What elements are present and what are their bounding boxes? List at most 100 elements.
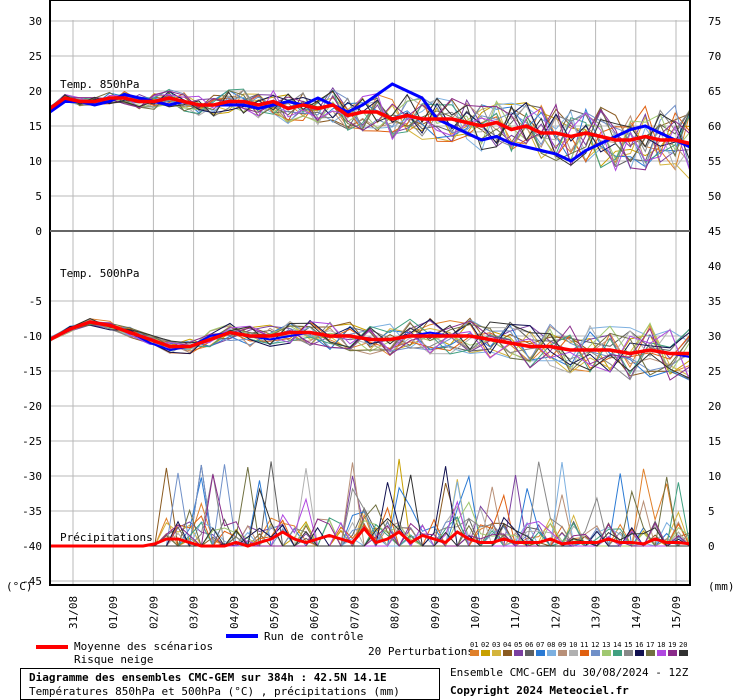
t500-left-tick: -30 [22,470,42,483]
control-legend-swatch [226,634,258,638]
perturbation-color-box [492,650,501,656]
day-label: 09/09 [429,596,442,629]
plot-frame [49,0,691,586]
perturbation-color-box [635,650,644,656]
t500-left-tick: -35 [22,505,42,518]
perturbation-color-box [569,650,578,656]
perturbation-color-box [536,650,545,656]
t850-left-tick: 5 [35,190,42,203]
perturbation-number: 11 [580,641,589,649]
precip-title: Précipitations [60,531,153,544]
perturbation-number: 12 [591,641,600,649]
footer-run: Ensemble CMC-GEM du 30/08/2024 - 12Z [450,666,689,679]
t850-right-tick: 50 [708,190,721,203]
perturbation-color-box [525,650,534,656]
t850-left-tick: 10 [29,155,42,168]
perturbation-number: 02 [481,641,490,649]
perturbation-number: 10 [569,641,578,649]
precip-right-tick: 25 [708,365,721,378]
t850-right-tick: 60 [708,120,721,133]
t500-left-tick: -10 [22,330,42,343]
t850-perturbation-line [49,90,691,171]
day-label: 10/09 [469,596,482,629]
control-legend-label: Run de contrôle [264,630,364,643]
perturbation-number: 03 [492,641,501,649]
footer-subtitle: Températures 850hPa et 500hPa (°C) , pré… [29,685,400,698]
perturbation-number: 05 [514,641,523,649]
perturbation-color-box [481,650,490,656]
t850-right-tick: 70 [708,50,721,63]
t500-left-tick: -15 [22,365,42,378]
t500-perturbation-line [49,318,691,379]
t850-perturbation-line [49,89,691,168]
mean-legend-label: Moyenne des scénarios [74,640,214,653]
day-label: 06/09 [308,596,321,629]
perturbation-color-box [591,650,600,656]
precip-right-tick: 45 [708,225,721,238]
t850-perturbation-line [49,89,691,172]
t500-title: Temp. 500hPa [60,267,139,280]
day-label: 13/09 [590,596,603,629]
t500-left-tick: -5 [29,295,42,308]
perturbation-color-box [679,650,688,656]
perturbation-number: 09 [558,641,567,649]
perturbation-number: 15 [624,641,633,649]
perturbation-number: 06 [525,641,534,649]
t850-right-tick: 55 [708,155,721,168]
perturbations-legend-label: 20 Perturbations [368,645,474,658]
precip-right-tick: 35 [708,295,721,308]
t850-title: Temp. 850hPa [60,78,139,91]
perturbation-color-box [624,650,633,656]
t850-perturbation-line [49,89,691,172]
day-label: 01/09 [107,596,120,629]
perturbation-number: 13 [602,641,611,649]
t500-left-tick: -25 [22,435,42,448]
snow-legend-label: Risque neige [74,653,154,666]
precip-mean-line [50,526,691,548]
perturbation-number: 14 [613,641,622,649]
day-label: 14/09 [630,596,643,629]
perturbation-color-box [503,650,512,656]
day-label: 07/09 [348,596,361,629]
perturbation-number: 07 [536,641,545,649]
perturbation-number: 08 [547,641,556,649]
perturbation-number: 19 [668,641,677,649]
axes: 31/08 01/09 02/09 03/09 04/09 05/09 06/09 07/09… [49,0,691,629]
precip-right-tick: 40 [708,260,721,273]
day-label: 15/09 [670,596,683,629]
t500-left-tick: -40 [22,540,42,553]
day-label: 03/09 [188,596,201,629]
precip-right-tick: 15 [708,435,721,448]
t850-left-tick: 30 [29,15,42,28]
day-label: 02/09 [147,596,160,629]
perturbation-number: 17 [646,641,655,649]
perturbation-color-box [668,650,677,656]
precip-right-tick: 0 [708,540,715,553]
t500-perturbation-line [49,321,691,381]
t850-perturbation-line [49,90,691,163]
precip-right-tick: 20 [708,400,721,413]
perturbation-color-box [558,650,567,656]
t850-right-tick: 75 [708,15,721,28]
day-label: 11/09 [509,596,522,629]
footer-title: Diagramme des ensembles CMC-GEM sur 384h… [29,671,387,684]
t500-perturbation-line [49,322,691,376]
day-label: 12/09 [549,596,562,629]
left-unit: (°C) [6,580,33,593]
perturbation-color-box [470,650,479,656]
precip-right-tick: 10 [708,470,721,483]
perturbation-color-box [514,650,523,656]
perturbation-color-box [602,650,611,656]
footer-title-box: Diagramme des ensembles CMC-GEM sur 384h… [20,668,440,700]
day-label: 31/08 [67,596,80,629]
perturbation-number: 20 [679,641,688,649]
perturbation-color-box [613,650,622,656]
t500-mean-line [49,320,690,356]
footer-copyright: Copyright 2024 Meteociel.fr [450,684,629,697]
mean-control-lines [48,82,691,548]
t850-left-tick: 20 [29,85,42,98]
perturbation-color-box [547,650,556,656]
perturbation-number: 04 [503,641,512,649]
